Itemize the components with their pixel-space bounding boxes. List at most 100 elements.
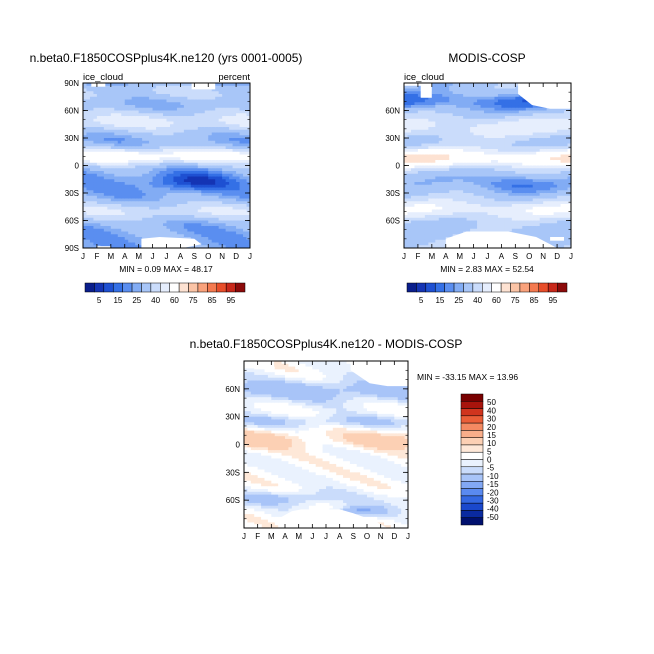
map-cell (86, 242, 91, 246)
map-cell (218, 140, 223, 144)
map-cell (117, 184, 122, 188)
map-cell (494, 223, 499, 227)
map-cell (404, 143, 408, 147)
map-cell (417, 220, 422, 224)
map-cell (110, 149, 115, 153)
map-cell (511, 201, 516, 205)
map-cell (176, 198, 181, 202)
map-cell (239, 179, 244, 183)
map-cell (428, 154, 433, 158)
map-cell (114, 198, 119, 202)
map-cell (124, 195, 129, 199)
map-cell (431, 206, 436, 210)
map-cell (201, 239, 206, 243)
map-cell (410, 132, 415, 136)
map-cell (484, 223, 488, 227)
map-cell (487, 171, 492, 175)
map-cell (208, 217, 213, 221)
map-cell (459, 129, 464, 133)
map-cell (187, 154, 192, 158)
map-cell (435, 206, 440, 210)
map-cell (246, 223, 251, 227)
map-cell (501, 179, 506, 183)
map-cell (490, 157, 495, 161)
map-cell (211, 154, 216, 158)
map-cell (442, 91, 447, 95)
map-cell (176, 168, 181, 172)
map-cell (86, 173, 91, 177)
map-cell (124, 234, 129, 238)
map-cell (159, 135, 164, 139)
map-cell (89, 105, 94, 109)
map-cell (246, 102, 251, 106)
map-cell (470, 124, 475, 128)
map-cell (404, 118, 408, 122)
map-cell (131, 206, 136, 210)
map-cell (173, 83, 178, 87)
map-cell (497, 127, 502, 131)
map-cell (410, 179, 415, 183)
map-cell (83, 228, 87, 232)
map-cell (449, 110, 454, 114)
map-cell (456, 121, 461, 125)
map-cell (204, 215, 209, 219)
obs-contour-map (404, 83, 572, 249)
map-cell (211, 138, 216, 142)
map-cell (187, 102, 192, 106)
map-cell (124, 124, 129, 128)
map-cell (204, 116, 209, 120)
map-cell (201, 201, 206, 205)
map-cell (459, 116, 464, 120)
map-cell (222, 195, 227, 199)
map-cell (187, 127, 192, 131)
map-cell (452, 171, 457, 175)
map-cell (124, 83, 129, 87)
map-cell (508, 105, 513, 109)
map-cell (470, 110, 475, 114)
map-cell (407, 113, 412, 117)
map-cell (176, 91, 181, 95)
map-cell (417, 121, 422, 125)
map-cell (459, 204, 464, 208)
map-cell (183, 182, 188, 186)
map-cell (459, 99, 464, 103)
map-cell (180, 223, 185, 227)
map-cell (449, 223, 454, 227)
map-cell (225, 226, 230, 230)
map-cell (222, 201, 227, 205)
map-cell (156, 234, 161, 238)
map-cell (121, 83, 126, 87)
map-cell (176, 113, 181, 117)
map-cell (190, 138, 195, 142)
map-cell (243, 193, 248, 197)
map-cell (103, 113, 108, 117)
map-cell (497, 83, 502, 87)
map-cell (456, 162, 461, 166)
map-cell (445, 113, 450, 117)
map-cell (414, 190, 419, 194)
map-cell (166, 83, 171, 87)
map-cell (107, 83, 112, 87)
map-cell (229, 212, 234, 216)
map-cell (176, 127, 181, 131)
map-cell (204, 193, 209, 197)
map-cell (149, 132, 154, 136)
map-cell (103, 206, 108, 210)
map-cell (218, 231, 223, 235)
map-cell (421, 121, 426, 125)
map-cell (243, 129, 248, 133)
map-cell (114, 173, 119, 177)
map-cell (497, 176, 502, 180)
map-cell (236, 121, 241, 125)
map-cell (246, 91, 251, 95)
map-cell (110, 171, 115, 175)
map-cell (142, 138, 147, 142)
map-cell (459, 162, 464, 166)
map-cell (452, 182, 457, 186)
map-cell (114, 234, 119, 238)
map-cell (128, 140, 133, 144)
map-cell (190, 223, 195, 227)
map-cell (208, 242, 213, 246)
map-cell (131, 105, 136, 109)
map-cell (215, 239, 220, 243)
